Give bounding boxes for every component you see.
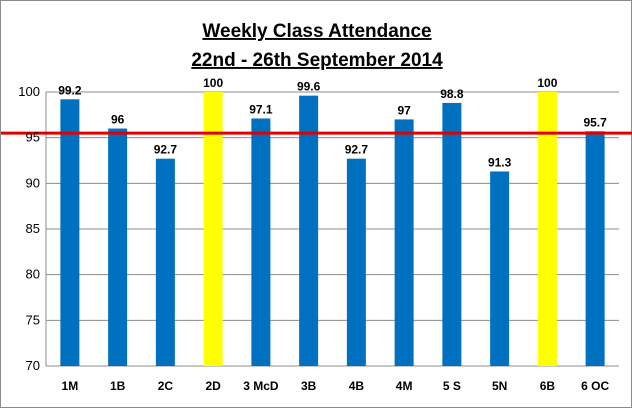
bar-4b [346, 158, 366, 366]
bar-2c [155, 158, 175, 366]
data-label: 95.7 [583, 115, 607, 129]
x-tick-label: 6B [540, 379, 556, 393]
data-label: 91.3 [488, 155, 512, 169]
x-tick-label: 6 OC [581, 379, 609, 393]
bar-1b [108, 128, 128, 366]
data-label: 92.7 [154, 143, 178, 157]
x-tick-label: 4B [349, 379, 365, 393]
gridlines [45, 91, 619, 367]
data-label: 99.6 [297, 80, 321, 94]
bar-6b [537, 92, 557, 366]
chart-title: Weekly Class Attendance [202, 21, 431, 42]
x-tick-label: 2D [205, 379, 221, 393]
bar-5-s [442, 102, 462, 367]
x-axis-ticks: 1M 1B 2C 2D 3 McD 3B 4B 4M 5 S 5N 6B 6 OC [62, 379, 610, 393]
bar-4m [394, 119, 414, 367]
y-tick-label: 90 [26, 175, 40, 190]
x-tick-label: 4M [396, 379, 413, 393]
y-tick-label: 75 [26, 312, 40, 327]
y-axis-ticks: 70 75 80 85 90 95 100 [18, 84, 40, 373]
bar-2d [203, 92, 223, 366]
data-label: 100 [203, 76, 223, 90]
bar-5n [490, 171, 510, 366]
bar-3b [299, 95, 319, 367]
x-tick-label: 3B [301, 379, 317, 393]
data-label: 97 [397, 103, 411, 117]
x-tick-label: 5N [492, 379, 507, 393]
chart-subtitle: 22nd - 26th September 2014 [191, 50, 443, 71]
y-tick-label: 95 [26, 130, 40, 145]
y-tick-label: 100 [18, 84, 40, 99]
x-tick-label: 1B [110, 379, 126, 393]
data-labels: 99.2 96 92.7 100 97.1 99.6 92.7 97 98.8 91.3 100 95… [58, 76, 607, 169]
x-tick-label: 3 McD [243, 379, 279, 393]
bar-6-oc [585, 131, 605, 366]
x-tick-label: 5 S [443, 379, 461, 393]
y-tick-label: 70 [26, 358, 40, 373]
data-label: 98.8 [440, 87, 464, 101]
bar-3-mcd [251, 118, 271, 366]
data-label: 99.2 [58, 83, 82, 97]
bar-1m [60, 99, 80, 366]
x-tick-label: 2C [158, 379, 174, 393]
data-label: 92.7 [345, 143, 369, 157]
data-label: 96 [111, 113, 125, 127]
bars [60, 92, 605, 367]
y-tick-label: 85 [26, 221, 40, 236]
x-tick-label: 1M [62, 379, 79, 393]
data-label: 100 [537, 76, 557, 90]
data-label: 97.1 [249, 102, 273, 116]
y-tick-label: 80 [26, 267, 40, 282]
